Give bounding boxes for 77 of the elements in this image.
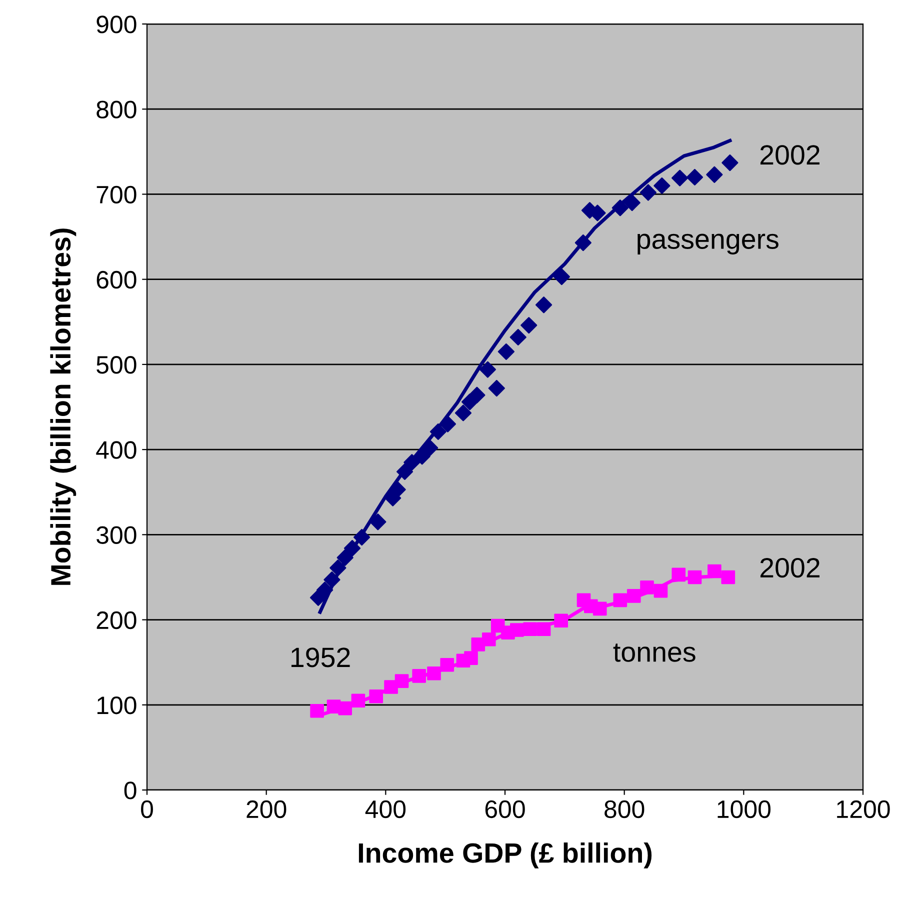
point xyxy=(468,386,486,404)
x-axis-title: Income GDP (£ billion) xyxy=(358,842,652,868)
point xyxy=(574,234,592,252)
point xyxy=(626,589,641,603)
y-tick-label: 400 xyxy=(96,441,136,459)
y-tick-label: 500 xyxy=(96,356,136,374)
y-tick-label: 700 xyxy=(96,186,136,204)
point xyxy=(454,404,472,422)
x-tick-label: 0 xyxy=(141,800,153,818)
y-tick-label: 0 xyxy=(124,782,136,800)
point xyxy=(310,704,324,718)
y-tick-label: 100 xyxy=(97,696,136,714)
annotation: tonnes xyxy=(613,644,696,662)
point xyxy=(553,268,570,286)
point xyxy=(369,689,384,704)
point xyxy=(439,416,456,432)
point xyxy=(624,194,640,212)
point xyxy=(510,623,524,637)
y-tick-label: 900 xyxy=(96,16,136,34)
point xyxy=(344,540,361,557)
point xyxy=(721,570,736,584)
annotation: passengers xyxy=(638,234,778,254)
point xyxy=(535,296,552,314)
point xyxy=(520,316,538,334)
point xyxy=(672,170,688,186)
point xyxy=(370,514,386,530)
point xyxy=(394,674,409,688)
point xyxy=(686,168,704,186)
point xyxy=(613,593,628,608)
y-tick-label: 200 xyxy=(96,611,136,630)
point xyxy=(336,549,354,566)
point xyxy=(523,622,537,636)
point xyxy=(440,658,454,672)
point xyxy=(706,166,723,183)
point xyxy=(464,651,478,665)
point xyxy=(427,666,441,680)
point xyxy=(498,343,514,360)
x-tick-label: 1200 xyxy=(837,800,890,818)
x-tick-label: 800 xyxy=(604,800,644,818)
point xyxy=(479,361,496,378)
point xyxy=(672,568,686,582)
x-tick-label: 200 xyxy=(246,800,286,818)
point xyxy=(612,200,628,216)
point xyxy=(430,423,446,440)
point xyxy=(422,440,438,456)
annotation: 1952 xyxy=(291,648,350,668)
point xyxy=(412,669,426,683)
point xyxy=(324,571,340,588)
point xyxy=(722,154,738,172)
y-tick-label: 800 xyxy=(96,100,136,118)
y-axis-title: Mobility (billion kilometres) xyxy=(50,228,76,585)
point xyxy=(338,701,352,716)
point xyxy=(536,622,551,636)
point xyxy=(482,632,496,646)
point xyxy=(654,584,668,598)
y-tick-label: 600 xyxy=(96,270,136,289)
point xyxy=(592,602,607,616)
point xyxy=(554,614,568,628)
point xyxy=(654,177,670,194)
point xyxy=(488,380,505,397)
point xyxy=(640,580,654,594)
point xyxy=(351,694,366,708)
point xyxy=(330,560,346,576)
x-tick-label: 1000 xyxy=(718,800,770,818)
annotation: 2002 xyxy=(760,558,820,578)
x-tick-label: 600 xyxy=(485,800,525,818)
point xyxy=(404,454,420,471)
point xyxy=(510,328,526,346)
point xyxy=(688,570,702,584)
point xyxy=(708,564,722,578)
point xyxy=(396,463,414,480)
y-tick-label: 300 xyxy=(96,526,136,544)
x-tick-label: 400 xyxy=(365,800,406,818)
point xyxy=(640,184,656,201)
point xyxy=(316,582,334,598)
annotation: 2002 xyxy=(760,145,820,165)
point xyxy=(354,528,370,546)
